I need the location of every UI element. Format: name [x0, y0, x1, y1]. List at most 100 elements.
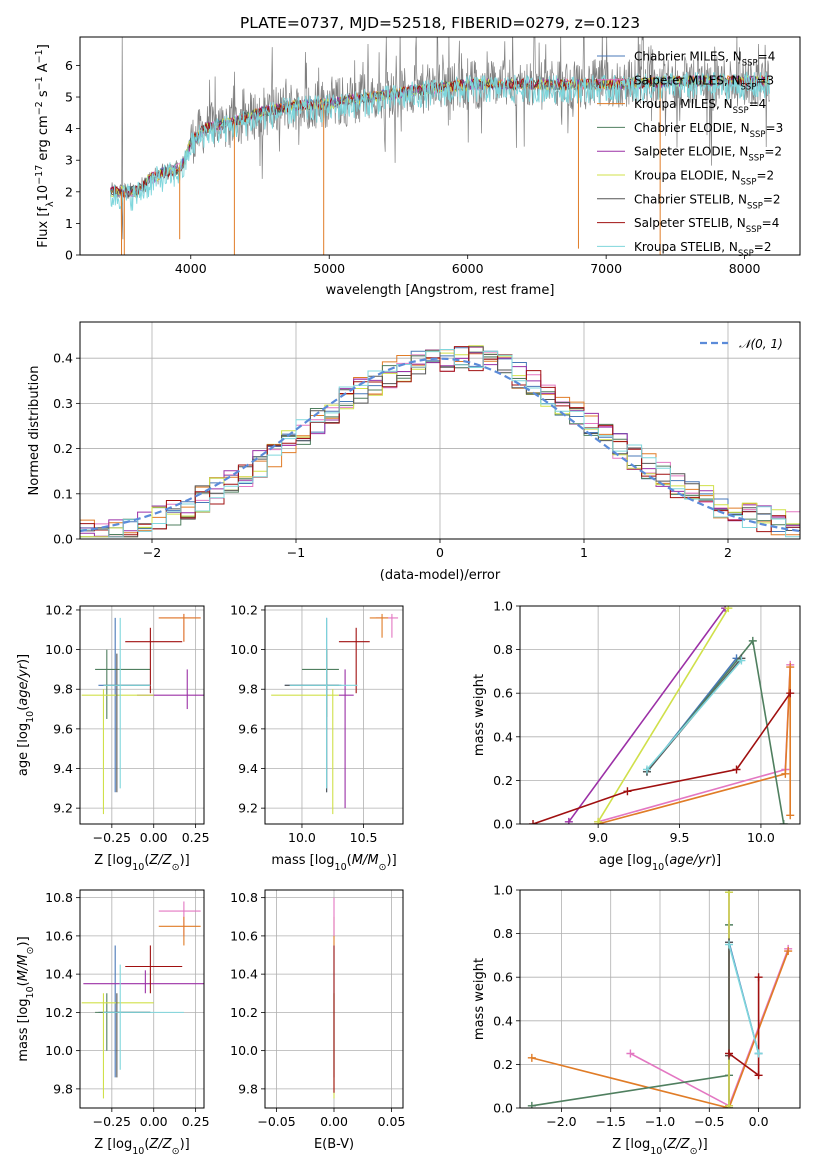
axes-frame	[264, 605, 404, 825]
panel-age-vs-mass: 10.0 10.5 9.2 9.4 9.6 9.8 10.0 10.2 mass [log10(…	[230, 602, 404, 873]
x-tick-label: 9.5	[670, 830, 690, 845]
y-tick-label: 10.2	[45, 1005, 73, 1020]
y-tick-label: 0.4	[493, 729, 513, 744]
weight-marker	[725, 890, 734, 897]
legend: Chabrier MILES, NSSP=4 Salpeter MILES, NS…	[597, 50, 783, 259]
y-tick-label: 0	[65, 248, 73, 263]
y-tick-label: 0.8	[493, 642, 513, 657]
errorbar-point	[103, 964, 184, 1070]
y-tick-label: 1	[65, 216, 73, 231]
weight-marker	[527, 1053, 536, 1062]
weight-marker	[754, 1049, 763, 1058]
figure-title: PLATE=0737, MJD=52518, FIBERID=0279, z=0…	[240, 14, 640, 32]
y-tick-label: 10.2	[230, 602, 258, 617]
axes-frame	[519, 889, 801, 1109]
x-tick-label: 2	[724, 545, 732, 560]
plot-area-weight-vs-age	[529, 606, 795, 824]
weight-marker	[754, 973, 763, 982]
errorbar-point	[81, 689, 154, 815]
plot-area-weight-vs-Z	[527, 890, 793, 1108]
y-axis-label: Flux [fλ10−17 erg cm−2 s−1 A−1]	[34, 44, 56, 248]
weight-marker	[725, 940, 734, 949]
legend-entry: Salpeter ELODIE, NSSP=2	[634, 145, 782, 164]
errorbar-point	[369, 613, 389, 638]
x-tick-label: −0.05	[257, 1114, 295, 1129]
y-tick-label: 0.4	[493, 1013, 513, 1028]
y-tick-label: 9.2	[238, 801, 258, 816]
legend-entry: Chabrier MILES, NSSP=4	[634, 50, 775, 69]
y-tick-label: 0.0	[493, 817, 513, 832]
x-tick-label: −0.5	[694, 1114, 724, 1129]
errorbar-point	[158, 613, 201, 642]
y-tick-label: 9.8	[53, 1081, 73, 1096]
weight-marker	[779, 820, 788, 824]
y-axis-label: age [log10(age/yr)]	[16, 654, 36, 776]
errorbar-point	[125, 627, 183, 694]
x-tick-label: 0.00	[140, 830, 168, 845]
weight-marker	[754, 1071, 763, 1080]
weight-marker	[786, 689, 795, 698]
y-tick-label: 5	[65, 90, 73, 105]
panel-mass-vs-Z: −0.25 0.00 0.25 9.8 10.0 10.2 10.4 10.6 10.8 Z [l…	[16, 889, 210, 1157]
x-axis-label: (data-model)/error	[380, 568, 501, 583]
y-tick-label: 0.0	[53, 532, 73, 547]
y-tick-label: 10.6	[230, 928, 258, 943]
histogram-series	[80, 349, 800, 539]
x-tick-label: 0.05	[378, 1114, 406, 1129]
plot-area-residuals	[80, 345, 800, 539]
x-tick-label: −2	[143, 545, 161, 560]
model-line-kroupa-stelib	[110, 71, 770, 211]
y-tick-label: 10.2	[45, 602, 73, 617]
y-tick-label: 10.0	[230, 642, 258, 657]
panel-weight-vs-Z: −2.0 −1.5 −1.0 −0.5 0.0 0.0 0.2 0.4 0.6 0.8 1.0 Z […	[472, 883, 801, 1157]
weight-series-line	[531, 950, 789, 1108]
errorbar-point	[81, 993, 154, 1099]
legend-entry: Kroupa MILES, NSSP=4	[634, 97, 766, 116]
legend-entry: Chabrier ELODIE, NSSP=3	[634, 121, 783, 140]
x-tick-label: 10.0	[747, 830, 775, 845]
y-tick-label: 0.4	[53, 351, 73, 366]
y-axis-label: mass weight	[472, 674, 487, 756]
errorbar-point	[301, 649, 339, 717]
axes-frame	[79, 605, 205, 825]
axes-frame	[79, 889, 205, 1109]
panel-age-vs-Z: −0.25 0.00 0.25 9.2 9.4 9.6 9.8 10.0 10.2 Z [log1…	[16, 602, 210, 872]
x-tick-label: 0.25	[182, 830, 210, 845]
legend-entry: Kroupa ELODIE, NSSP=2	[634, 169, 774, 188]
panel-mass-vs-ebv: −0.05 0.00 0.05 9.8 10.0 10.2 10.4 10.6 10.8 E(B-…	[230, 889, 406, 1152]
weight-series-line	[568, 607, 726, 823]
y-tick-label: 10.0	[45, 642, 73, 657]
weight-marker	[725, 1049, 734, 1058]
weight-marker	[781, 769, 790, 778]
weight-marker	[724, 606, 733, 613]
weight-series-line	[728, 977, 760, 1077]
plot-area-mass-vs-Z	[81, 901, 204, 1099]
weight-marker	[786, 811, 795, 820]
plot-area-spectrum	[110, 37, 770, 255]
y-tick-label: 10.0	[45, 1043, 73, 1058]
weight-marker	[529, 820, 538, 824]
y-tick-label: 9.8	[53, 682, 73, 697]
y-tick-label: 4	[65, 121, 73, 136]
axes-frame	[264, 889, 404, 1109]
axes-frame	[79, 36, 801, 256]
y-tick-label: 2	[65, 184, 73, 199]
axes-frame	[519, 605, 801, 825]
y-tick-label: 10.4	[230, 967, 258, 982]
y-tick-label: 0.8	[493, 926, 513, 941]
panel-weight-vs-age: 9.0 9.5 10.0 0.0 0.2 0.4 0.6 0.8 1.0 age [log10(a…	[472, 599, 801, 873]
legend-entry: Kroupa STELIB, NSSP=2	[634, 240, 772, 259]
weight-series-line	[597, 666, 792, 824]
weight-marker	[786, 663, 795, 672]
y-tick-label: 10.2	[230, 1005, 258, 1020]
weight-series-line	[646, 659, 743, 771]
weight-marker	[725, 1101, 734, 1108]
errorbar-point	[98, 617, 151, 793]
y-tick-label: 0.3	[53, 396, 73, 411]
x-tick-label: 0.00	[140, 1114, 168, 1129]
weight-marker	[784, 947, 793, 956]
y-tick-label: 0.1	[53, 486, 73, 501]
y-tick-label: 0.2	[493, 1057, 513, 1072]
errorbar-point	[338, 669, 354, 809]
